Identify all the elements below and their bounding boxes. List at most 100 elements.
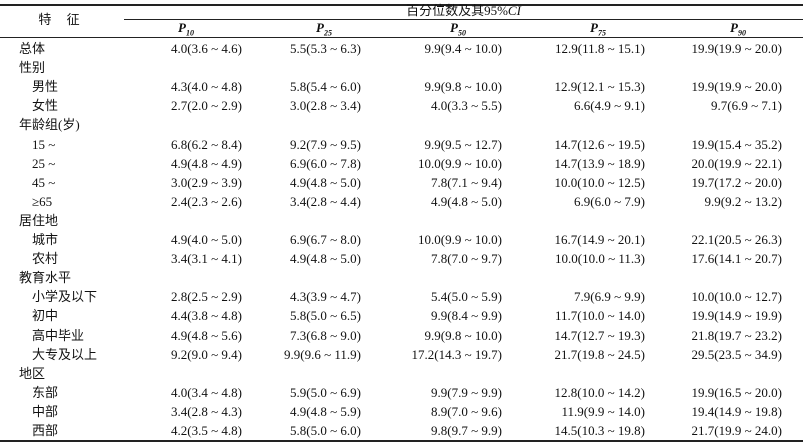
- table-bottom-rule: [0, 440, 803, 442]
- cell-p50: 7.8(7.0 ~ 9.7): [431, 251, 502, 267]
- cell-p10: 2.4(2.3 ~ 2.6): [171, 193, 242, 209]
- cell-p90: 19.9(19.9 ~ 20.0): [691, 79, 782, 95]
- cell-p75: 14.7(12.6 ~ 19.5): [554, 136, 645, 152]
- cell-p25: 9.2(7.9 ~ 9.5): [290, 136, 361, 152]
- cell-p90: 19.7(17.2 ~ 20.0): [691, 174, 782, 190]
- table-row: 西部 4.2(3.5 ~ 4.8) 5.8(5.0 ~ 6.0) 9.8(9.7 ~ …: [0, 421, 803, 440]
- header-p90-letter: P: [730, 20, 738, 35]
- cell-p75: 14.7(12.7 ~ 19.3): [554, 327, 645, 343]
- cell-p10: 4.9(4.8 ~ 4.9): [171, 155, 242, 171]
- cell-p25: 3.0(2.8 ~ 3.4): [290, 98, 361, 114]
- cell-p75: 6.9(6.0 ~ 7.9): [574, 193, 645, 209]
- cell-p50: 17.2(14.3 ~ 19.7): [411, 346, 502, 362]
- cell-p25: 6.9(6.7 ~ 8.0): [290, 232, 361, 247]
- header-p75: P75: [536, 19, 660, 43]
- table-row: 大专及以上 9.2(9.0 ~ 9.4) 9.9(9.6 ~ 11.9) 17.2(1…: [0, 345, 803, 364]
- cell-p75: 16.7(14.9 ~ 20.1): [554, 232, 645, 247]
- table-row: 小学及以下 2.8(2.5 ~ 2.9) 4.3(3.9 ~ 4.7) 5.4(5.0…: [0, 287, 803, 306]
- cell-p10: 3.0(2.9 ~ 3.9): [171, 174, 242, 190]
- row-sublabel: 小学及以下: [32, 289, 98, 305]
- cell-p25: 5.8(5.4 ~ 6.0): [290, 79, 361, 95]
- cell-p50: 9.9(9.8 ~ 10.0): [424, 79, 502, 95]
- row-sublabel: 女性: [32, 98, 59, 114]
- cell-p25: 5.8(5.0 ~ 6.5): [290, 308, 361, 324]
- cell-p90: 22.1(20.5 ~ 26.3): [691, 232, 782, 247]
- group-header-text: 百分位数及其95%: [406, 3, 508, 18]
- cell-p10: 4.2(3.5 ~ 4.8): [171, 423, 242, 438]
- row-category-label: 性别: [19, 60, 46, 76]
- header-p75-letter: P: [590, 20, 598, 35]
- header-p90-sub: 90: [737, 28, 746, 38]
- row-category-label: 地区: [19, 365, 46, 381]
- cell-p25: 7.3(6.8 ~ 9.0): [290, 327, 361, 343]
- header-p10-letter: P: [178, 20, 186, 35]
- cell-p75: 10.0(10.0 ~ 12.5): [554, 174, 645, 190]
- row-sublabel: 中部: [32, 403, 59, 419]
- row-sublabel: 大专及以上: [32, 346, 98, 362]
- cell-p25: 4.9(4.8 ~ 5.0): [290, 251, 361, 267]
- table-row: 25 ~ 4.9(4.8 ~ 4.9) 6.9(6.0 ~ 7.8) 10.0(9.9…: [0, 154, 803, 173]
- cell-p90: 20.0(19.9 ~ 22.1): [691, 155, 782, 171]
- table-row: 年龄组(岁): [0, 115, 803, 134]
- table-row: 性别: [0, 58, 803, 77]
- row-sublabel: 东部: [32, 384, 59, 400]
- cell-p75: 12.8(10.0 ~ 14.2): [554, 384, 645, 400]
- cell-p50: 10.0(9.9 ~ 10.0): [418, 232, 502, 247]
- table-row: 15 ~ 6.8(6.2 ~ 8.4) 9.2(7.9 ~ 9.5) 9.9(9.5 …: [0, 135, 803, 154]
- cell-p25: 6.9(6.0 ~ 7.8): [290, 155, 361, 171]
- row-category-label: 总体: [19, 41, 46, 56]
- cell-p75: 11.7(10.0 ~ 14.0): [555, 308, 645, 324]
- cell-p50: 9.9(7.9 ~ 9.9): [431, 384, 502, 400]
- cell-p25: 9.9(9.6 ~ 11.9): [284, 346, 361, 362]
- cell-p90: 19.9(16.5 ~ 20.0): [691, 384, 782, 400]
- cell-p10: 3.4(2.8 ~ 4.3): [171, 403, 242, 419]
- table-row: ≥65 2.4(2.3 ~ 2.6) 3.4(2.8 ~ 4.4) 4.9(4.8 ~…: [0, 192, 803, 211]
- cell-p75: 21.7(19.8 ~ 24.5): [554, 346, 645, 362]
- table-row: 城市 4.9(4.0 ~ 5.0) 6.9(6.7 ~ 8.0) 10.0(9.9 ~…: [0, 230, 803, 249]
- header-p50-sub: 50: [457, 28, 466, 38]
- cell-p10: 4.4(3.8 ~ 4.8): [171, 308, 242, 324]
- table-row: 农村 3.4(3.1 ~ 4.1) 4.9(4.8 ~ 5.0) 7.8(7.0 ~ …: [0, 249, 803, 268]
- table-row: 初中 4.4(3.8 ~ 4.8) 5.8(5.0 ~ 6.5) 9.9(8.4 ~ …: [0, 306, 803, 325]
- cell-p90: 9.9(9.2 ~ 13.2): [704, 193, 782, 209]
- row-category-label: 教育水平: [19, 270, 72, 286]
- table-top-rule: [0, 4, 803, 6]
- cell-p50: 4.0(3.3 ~ 5.5): [431, 98, 502, 114]
- cell-p75: 11.9(9.9 ~ 14.0): [561, 403, 645, 419]
- cell-p75: 14.7(13.9 ~ 18.9): [554, 155, 645, 171]
- header-p25-sub: 25: [323, 28, 332, 38]
- cell-p10: 4.3(4.0 ~ 4.8): [171, 79, 242, 95]
- cell-p90: 9.7(6.9 ~ 7.1): [711, 98, 782, 114]
- cell-p10: 6.8(6.2 ~ 8.4): [171, 136, 242, 152]
- cell-p10: 4.0(3.4 ~ 4.8): [171, 384, 242, 400]
- cell-p50: 7.8(7.1 ~ 9.4): [431, 174, 502, 190]
- cell-p25: 4.9(4.8 ~ 5.9): [290, 403, 361, 419]
- table-row: 45 ~ 3.0(2.9 ~ 3.9) 4.9(4.8 ~ 5.0) 7.8(7.1 …: [0, 173, 803, 192]
- cell-p75: 10.0(10.0 ~ 11.3): [555, 251, 645, 267]
- cell-p50: 9.9(8.4 ~ 9.9): [431, 308, 502, 324]
- header-p90: P90: [676, 19, 800, 43]
- header-bottom-rule: [0, 37, 803, 38]
- cell-p50: 10.0(9.9 ~ 10.0): [418, 155, 502, 171]
- cell-p75: 6.6(4.9 ~ 9.1): [574, 98, 645, 114]
- header-p10: P10: [124, 19, 248, 43]
- group-header-ci: CI: [507, 3, 521, 18]
- table-row: 地区: [0, 364, 803, 383]
- cell-p10: 4.9(4.8 ~ 5.6): [171, 327, 242, 343]
- cell-p25: 5.5(5.3 ~ 6.3): [290, 41, 361, 56]
- cell-p75: 7.9(6.9 ~ 9.9): [574, 289, 645, 305]
- table-row: 女性 2.7(2.0 ~ 2.9) 3.0(2.8 ~ 3.4) 4.0(3.3 ~ …: [0, 96, 803, 115]
- cell-p10: 2.7(2.0 ~ 2.9): [171, 98, 242, 114]
- cell-p50: 9.9(9.5 ~ 12.7): [424, 136, 502, 152]
- cell-p90: 17.6(14.1 ~ 20.7): [691, 251, 782, 267]
- cell-p10: 9.2(9.0 ~ 9.4): [171, 346, 242, 362]
- cell-p90: 10.0(10.0 ~ 12.7): [691, 289, 782, 305]
- cell-p10: 4.9(4.0 ~ 5.0): [171, 232, 242, 247]
- table-row: 男性 4.3(4.0 ~ 4.8) 5.8(5.4 ~ 6.0) 9.9(9.8 ~ …: [0, 77, 803, 96]
- cell-p50: 8.9(7.0 ~ 9.6): [431, 403, 502, 419]
- cell-p90: 19.9(14.9 ~ 19.9): [691, 308, 782, 324]
- cell-p10: 2.8(2.5 ~ 2.9): [171, 289, 242, 305]
- cell-p25: 3.4(2.8 ~ 4.4): [290, 193, 361, 209]
- row-sublabel: 男性: [32, 79, 59, 95]
- cell-p90: 19.9(15.4 ~ 35.2): [691, 136, 782, 152]
